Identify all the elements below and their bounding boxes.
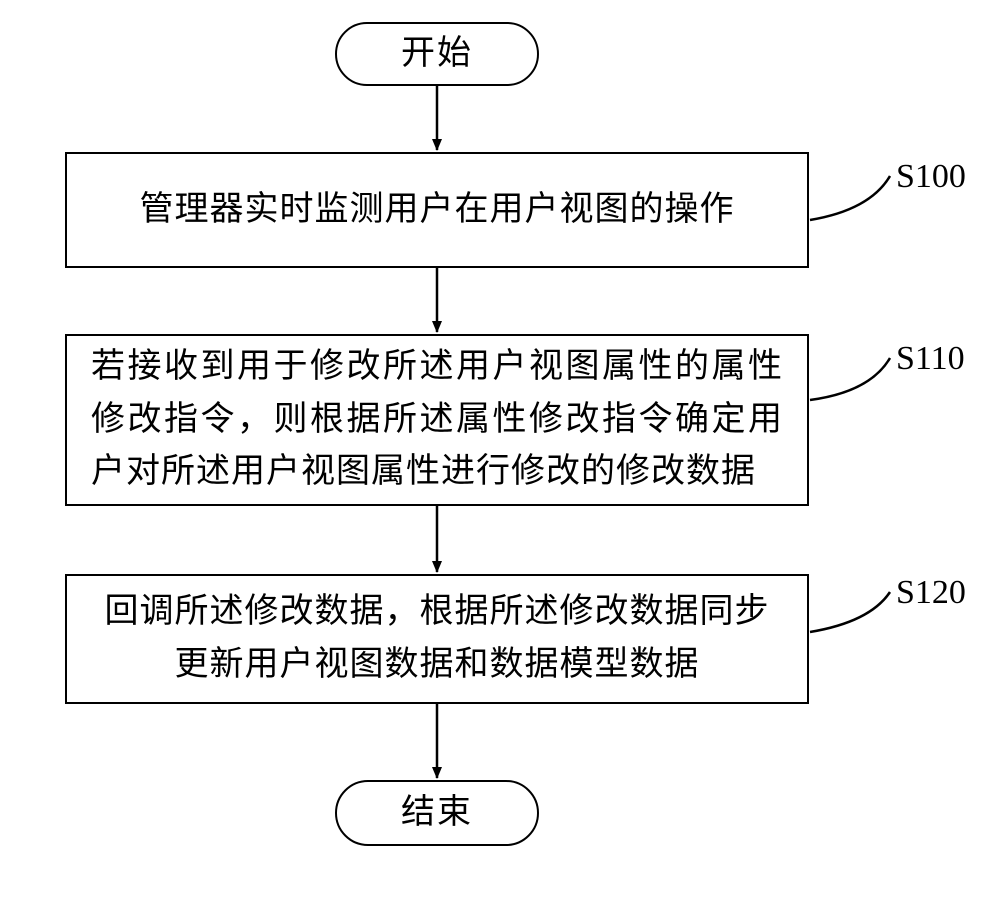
label-s120: S120: [896, 574, 966, 612]
end-node: 结束: [335, 780, 539, 846]
label-s100: S100: [896, 158, 966, 196]
leader-s110: [810, 358, 890, 400]
process-s110-text: 若接收到用于修改所述用户视图属性的属性修改指令，则根据所述属性修改指令确定用户对…: [91, 341, 783, 499]
process-s100: 管理器实时监测用户在用户视图的操作: [65, 152, 809, 268]
leader-s100: [810, 176, 890, 220]
label-s110: S110: [896, 340, 965, 378]
process-s120: 回调所述修改数据，根据所述修改数据同步更新用户视图数据和数据模型数据: [65, 574, 809, 704]
end-label: 结束: [401, 796, 473, 830]
start-label: 开始: [401, 37, 473, 71]
process-s100-text: 管理器实时监测用户在用户视图的操作: [140, 184, 735, 237]
leader-s120: [810, 592, 890, 632]
start-node: 开始: [335, 22, 539, 86]
process-s120-text: 回调所述修改数据，根据所述修改数据同步更新用户视图数据和数据模型数据: [91, 586, 783, 691]
flowchart: 开始 管理器实时监测用户在用户视图的操作 若接收到用于修改所述用户视图属性的属性…: [0, 0, 1000, 899]
process-s110: 若接收到用于修改所述用户视图属性的属性修改指令，则根据所述属性修改指令确定用户对…: [65, 334, 809, 506]
